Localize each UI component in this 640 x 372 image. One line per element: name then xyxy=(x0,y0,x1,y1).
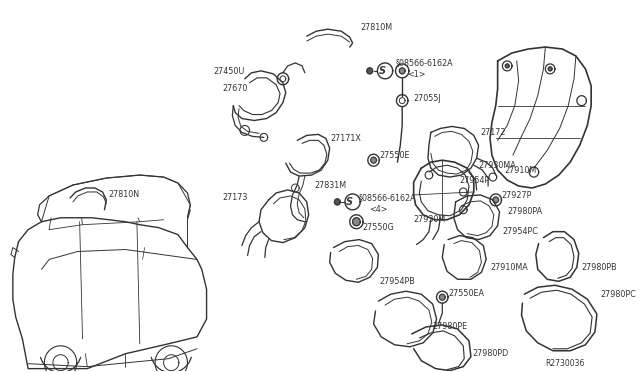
Text: 27980PE: 27980PE xyxy=(433,323,468,331)
Text: 27930M: 27930M xyxy=(413,215,446,224)
Text: §08566-6162A: §08566-6162A xyxy=(396,58,453,67)
Text: 27980PD: 27980PD xyxy=(473,349,509,358)
Text: 27930MA: 27930MA xyxy=(479,161,516,170)
Text: 27550EA: 27550EA xyxy=(448,289,484,298)
Text: 27980PC: 27980PC xyxy=(601,290,636,299)
Text: 27171X: 27171X xyxy=(331,134,362,143)
Polygon shape xyxy=(548,67,552,71)
Text: 27055J: 27055J xyxy=(413,94,442,103)
Text: S: S xyxy=(379,66,386,76)
Text: 27173: 27173 xyxy=(223,193,248,202)
Polygon shape xyxy=(440,294,445,300)
Polygon shape xyxy=(505,64,509,68)
Text: S: S xyxy=(346,197,353,207)
Text: 27810N: 27810N xyxy=(108,190,140,199)
Text: §08566-6162A: §08566-6162A xyxy=(358,193,416,202)
Polygon shape xyxy=(335,199,340,205)
Text: 27910M: 27910M xyxy=(504,166,536,174)
Text: 27954P: 27954P xyxy=(460,176,490,185)
Text: 27450U: 27450U xyxy=(213,67,244,76)
Text: 27980PA: 27980PA xyxy=(507,207,542,216)
Text: 27927P: 27927P xyxy=(502,192,532,201)
Polygon shape xyxy=(493,197,499,203)
Text: 27810M: 27810M xyxy=(360,23,392,32)
Text: 27172: 27172 xyxy=(481,128,506,137)
Text: 27954PC: 27954PC xyxy=(502,227,538,236)
Text: 27980PB: 27980PB xyxy=(582,263,617,272)
Polygon shape xyxy=(399,68,405,74)
Text: <1>: <1> xyxy=(407,70,426,79)
Text: <4>: <4> xyxy=(369,205,387,214)
Polygon shape xyxy=(353,218,360,226)
Polygon shape xyxy=(371,157,376,163)
Text: 27910MA: 27910MA xyxy=(490,263,528,272)
Text: 27550E: 27550E xyxy=(380,151,410,160)
Text: R2730036: R2730036 xyxy=(545,359,585,368)
Text: 27954PB: 27954PB xyxy=(380,277,415,286)
Text: 27831M: 27831M xyxy=(314,180,346,189)
Polygon shape xyxy=(367,68,372,74)
Text: 27550G: 27550G xyxy=(362,223,394,232)
Text: 27670: 27670 xyxy=(223,84,248,93)
